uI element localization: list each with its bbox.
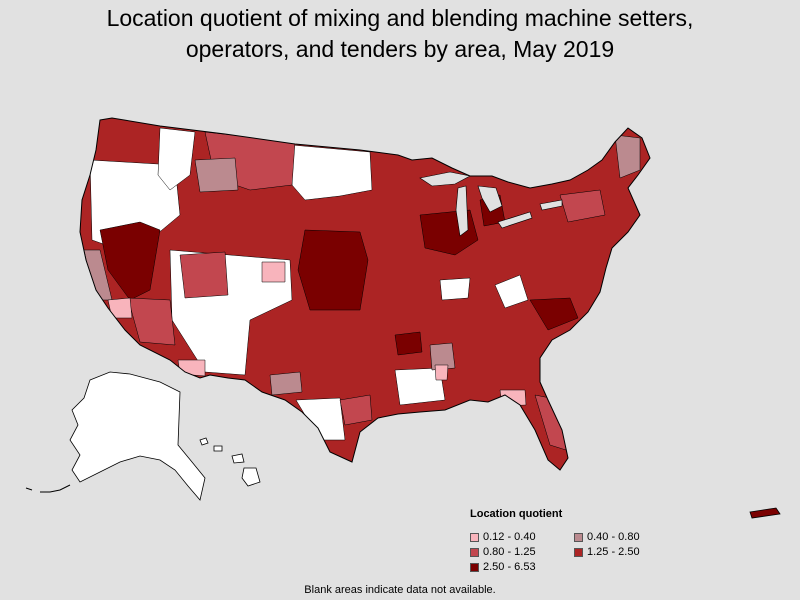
legend: Location quotient 0.12 - 0.40 0.40 - 0.8…	[470, 508, 680, 578]
region-q1-al	[434, 364, 449, 381]
region-nodata-idaho	[157, 127, 196, 191]
region-q1-az-south	[177, 359, 206, 377]
legend-item-q4: 1.25 - 2.50	[574, 546, 678, 558]
title-line-1: Location quotient of mixing and blending…	[106, 5, 694, 31]
region-q5-nevada	[99, 221, 161, 301]
region-q2-idaho	[194, 157, 239, 193]
alaska	[25, 371, 206, 501]
region-q2-south	[429, 342, 456, 371]
region-q2-tx	[269, 371, 303, 396]
hawaii-kauai	[199, 437, 209, 446]
footnote: Blank areas indicate data not available.	[304, 584, 496, 596]
legend-swatch-q3	[470, 547, 479, 557]
lake-erie	[497, 211, 533, 229]
legend-label-q4: 1.25 - 2.50	[587, 546, 640, 558]
hawaii-maui	[231, 453, 245, 464]
lake-superior	[419, 171, 471, 187]
legend-item-q2: 0.40 - 0.80	[574, 531, 678, 543]
hawaii-big-island	[241, 467, 261, 487]
region-nodata-appalachia	[494, 274, 529, 309]
region-q3-tx-coast	[339, 394, 373, 426]
region-q1-colorado	[261, 261, 286, 283]
hawaii	[199, 437, 261, 487]
region-q5-plains	[297, 229, 369, 311]
lake-ontario	[539, 199, 563, 211]
region-q5-ar	[394, 331, 423, 356]
region-q3-arizona	[127, 297, 176, 346]
legend-title: Location quotient	[470, 508, 563, 520]
region-q5-carolinas	[529, 297, 579, 331]
alaska-mainland	[69, 371, 206, 501]
region-q2-maine	[614, 134, 641, 179]
region-nodata-ky	[439, 277, 471, 301]
region-q3-colorado	[179, 251, 229, 299]
legend-item-q5: 2.50 - 6.53	[470, 561, 574, 573]
hawaii-oahu	[213, 445, 223, 452]
legend-item-q3: 0.80 - 1.25	[470, 546, 574, 558]
region-nodata-deep-south	[394, 367, 446, 406]
region-q1-socal	[107, 297, 133, 319]
region-nodata-dakotas	[291, 144, 373, 201]
legend-label-q1: 0.12 - 0.40	[483, 531, 536, 543]
alaska-aleutians	[25, 484, 71, 493]
legend-swatch-q2	[574, 532, 583, 542]
legend-label-q3: 0.80 - 1.25	[483, 546, 536, 558]
great-lakes	[419, 171, 563, 237]
lake-huron	[477, 185, 503, 213]
legend-grid: 0.12 - 0.40 0.40 - 0.80 0.80 - 1.25 1.25…	[470, 531, 680, 573]
puerto-rico	[749, 507, 781, 519]
legend-item-q1: 0.12 - 0.40	[470, 531, 574, 543]
legend-swatch-q4	[574, 547, 583, 557]
region-q3-ny	[559, 189, 606, 223]
legend-swatch-q5	[470, 562, 479, 572]
legend-label-q5: 2.50 - 6.53	[483, 561, 536, 573]
lake-michigan	[455, 185, 469, 237]
region-q1-gulf	[499, 389, 527, 407]
legend-label-q2: 0.40 - 0.80	[587, 531, 640, 543]
legend-swatch-q1	[470, 532, 479, 542]
map-title: Location quotient of mixing and blending…	[0, 0, 800, 65]
title-line-2: operators, and tenders by area, May 2019	[185, 36, 615, 62]
